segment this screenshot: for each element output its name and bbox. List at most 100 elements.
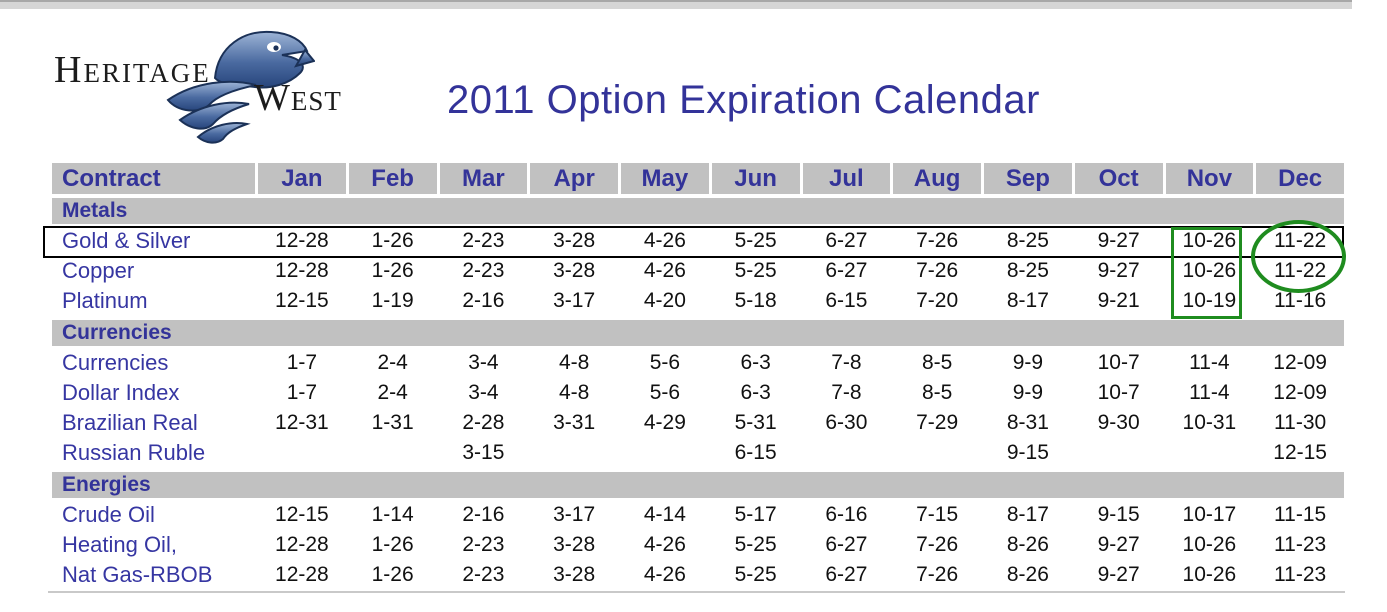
date-cell-jul: 6-27 bbox=[825, 563, 868, 586]
row-label: Dollar Index bbox=[62, 380, 180, 405]
date-cell-nov: 10-26 bbox=[1182, 533, 1237, 556]
date-cell-aug: 7-26 bbox=[916, 533, 959, 556]
table-row-crude-oil: Crude Oil 12-15 1-14 2-16 3-17 4-14 5-17 6-16 7-… bbox=[52, 500, 1344, 530]
table-header-row: Contract Jan Feb Mar Apr May Jun Jul Aug Sep Oct No… bbox=[52, 163, 1344, 194]
row-label: Brazilian Real bbox=[62, 410, 198, 435]
date-cell-jul: 7-8 bbox=[831, 381, 862, 404]
table-bottom-rule bbox=[48, 591, 1345, 593]
date-cell-apr: 3-31 bbox=[553, 411, 596, 434]
date-cell-may: 4-29 bbox=[643, 411, 686, 434]
date-cell-oct: 9-27 bbox=[1097, 563, 1140, 586]
date-cell-may: 4-26 bbox=[643, 563, 686, 586]
date-cell-sep: 8-17 bbox=[1006, 289, 1049, 312]
date-cell-dec: 12-15 bbox=[1273, 441, 1327, 464]
date-cell-jun: 6-3 bbox=[740, 351, 771, 374]
date-cell-jan: 12-28 bbox=[275, 533, 329, 556]
row-label: Crude Oil bbox=[62, 502, 155, 527]
date-cell-dec: 11-30 bbox=[1274, 411, 1327, 434]
date-cell-sep: 8-26 bbox=[1006, 533, 1049, 556]
date-cell-nov: 11-4 bbox=[1189, 381, 1230, 404]
date-cell-may: 4-26 bbox=[643, 533, 686, 556]
date-cell-mar: 2-23 bbox=[462, 533, 505, 556]
date-cell-nov bbox=[1166, 438, 1254, 468]
date-cell-jul bbox=[803, 438, 891, 468]
eagle-icon bbox=[166, 30, 315, 144]
date-cell-aug: 7-15 bbox=[916, 503, 959, 526]
row-label: Copper bbox=[62, 258, 135, 283]
date-cell-oct: 10-7 bbox=[1097, 351, 1140, 374]
row-label: Platinum bbox=[62, 288, 148, 313]
date-cell-dec: 12-09 bbox=[1273, 351, 1327, 374]
date-cell-nov: 11-4 bbox=[1189, 351, 1230, 374]
date-cell-feb: 1-26 bbox=[371, 563, 414, 586]
table-row-heating-oil: Heating Oil, 12-28 1-26 2-23 3-28 4-26 5-25 6-2… bbox=[52, 530, 1344, 560]
column-header-dec: Dec bbox=[1256, 163, 1344, 194]
date-cell-dec: 11-23 bbox=[1274, 533, 1327, 556]
date-cell-jul: 6-27 bbox=[825, 259, 868, 282]
date-cell-sep: 9-9 bbox=[1012, 351, 1044, 374]
date-cell-jan: 12-15 bbox=[275, 503, 329, 526]
date-cell-apr: 4-8 bbox=[558, 351, 590, 374]
date-cell-jul: 6-27 bbox=[825, 533, 868, 556]
date-cell-jun: 5-25 bbox=[734, 563, 777, 586]
date-cell-mar: 2-16 bbox=[462, 503, 505, 526]
date-cell-may: 4-26 bbox=[643, 229, 686, 252]
column-header-aug: Aug bbox=[893, 163, 981, 194]
column-header-sep: Sep bbox=[984, 163, 1072, 194]
date-cell-mar: 2-28 bbox=[462, 411, 505, 434]
date-cell-feb: 1-26 bbox=[371, 229, 414, 252]
date-cell-mar: 3-4 bbox=[468, 351, 499, 374]
logo-text-west: West bbox=[254, 77, 342, 119]
date-cell-sep: 8-17 bbox=[1006, 503, 1049, 526]
date-cell-sep: 9-15 bbox=[1006, 441, 1049, 464]
date-cell-apr: 3-28 bbox=[553, 533, 596, 556]
date-cell-dec: 11-23 bbox=[1274, 563, 1327, 586]
date-cell-feb: 2-4 bbox=[377, 381, 408, 404]
date-cell-mar: 3-15 bbox=[462, 441, 505, 464]
date-cell-may: 4-26 bbox=[643, 259, 686, 282]
date-cell-jun: 6-15 bbox=[734, 441, 777, 464]
row-label: Russian Ruble bbox=[62, 440, 206, 465]
date-cell-oct: 9-27 bbox=[1097, 533, 1140, 556]
date-cell-jan: 12-28 bbox=[275, 259, 329, 282]
date-cell-jan: 1-7 bbox=[286, 351, 318, 374]
date-cell-aug: 7-29 bbox=[916, 411, 959, 434]
date-cell-may bbox=[621, 438, 709, 468]
column-header-jul: Jul bbox=[802, 163, 891, 194]
column-header-nov: Nov bbox=[1165, 163, 1254, 194]
date-cell-jun: 5-18 bbox=[734, 289, 777, 312]
date-cell-aug: 8-5 bbox=[921, 351, 953, 374]
date-cell-jul: 6-16 bbox=[825, 503, 868, 526]
date-cell-feb: 1-14 bbox=[371, 503, 414, 526]
table-row-nat-gas-rbob: Nat Gas-RBOB 12-28 1-26 2-23 3-28 4-26 5-25 6-2… bbox=[52, 560, 1344, 590]
table-row-copper: Copper 12-28 1-26 2-23 3-28 4-26 5-25 6-27 7-26 8… bbox=[52, 256, 1344, 286]
table-row-currencies: Currencies 1-7 2-4 3-4 4-8 5-6 6-3 7-8 8-5 9-9 10-… bbox=[52, 348, 1344, 378]
table-row-gold-silver: Gold & Silver 12-28 1-26 2-23 3-28 4-26 5-25 6-… bbox=[52, 226, 1344, 256]
date-cell-feb: 2-4 bbox=[377, 351, 408, 374]
date-cell-apr: 3-28 bbox=[553, 259, 596, 282]
date-cell-jun: 5-25 bbox=[734, 533, 777, 556]
date-cell-jan: 12-15 bbox=[275, 289, 329, 312]
date-cell-sep: 8-25 bbox=[1006, 259, 1049, 282]
date-cell-oct bbox=[1075, 438, 1163, 468]
date-cell-oct: 10-7 bbox=[1097, 381, 1140, 404]
row-label: Heating Oil, bbox=[62, 532, 177, 557]
date-cell-aug: 7-26 bbox=[916, 229, 959, 252]
date-cell-aug: 8-5 bbox=[921, 381, 953, 404]
row-label: Currencies bbox=[62, 350, 169, 375]
column-header-apr: Apr bbox=[530, 163, 618, 194]
date-cell-jan: 1-7 bbox=[286, 381, 318, 404]
column-header-may: May bbox=[621, 163, 709, 194]
date-cell-oct: 9-27 bbox=[1097, 259, 1140, 282]
date-cell-aug: 7-20 bbox=[916, 289, 959, 312]
date-cell-jan: 12-31 bbox=[275, 411, 329, 434]
date-cell-jan: 12-28 bbox=[275, 563, 329, 586]
date-cell-jun: 5-25 bbox=[734, 229, 777, 252]
expiration-calendar-table: Contract Jan Feb Mar Apr May Jun Jul Aug Sep Oct No… bbox=[52, 163, 1344, 590]
date-cell-nov: 10-19 bbox=[1182, 289, 1237, 312]
date-cell-dec: 11-22 bbox=[1274, 229, 1327, 252]
date-cell-jun: 5-17 bbox=[734, 503, 777, 526]
date-cell-oct: 9-30 bbox=[1097, 411, 1140, 434]
table-row-platinum: Platinum 12-15 1-19 2-16 3-17 4-20 5-18 6-15 7-2… bbox=[52, 286, 1344, 316]
date-cell-dec: 11-16 bbox=[1274, 289, 1327, 312]
